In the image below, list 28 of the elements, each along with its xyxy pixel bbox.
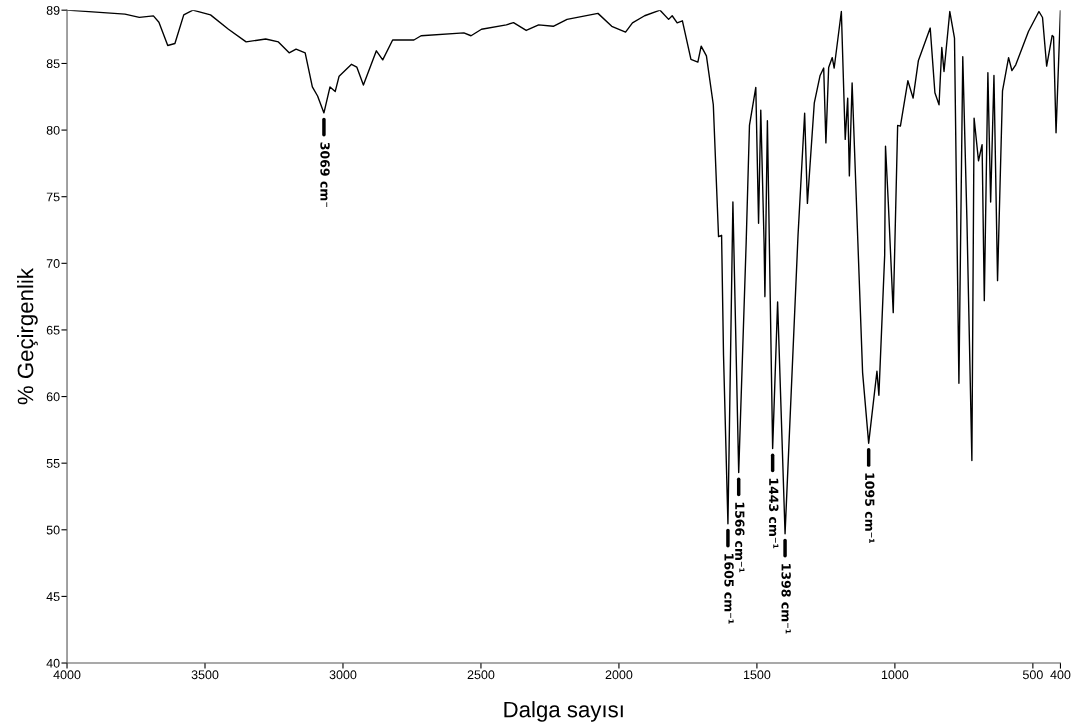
x-tick-label: 2000 xyxy=(605,670,633,680)
y-tick-label: 89 xyxy=(46,5,60,15)
y-tick-label: 55 xyxy=(46,459,60,468)
annotation: 1605 cm⁻¹ xyxy=(724,554,734,624)
x-tick-label: 2500 xyxy=(467,670,495,680)
y-tick-label: 85 xyxy=(46,59,60,69)
y-tick-label: 75 xyxy=(46,192,60,202)
x-tick-label: 1500 xyxy=(743,670,771,680)
y-tick-label: 60 xyxy=(46,392,60,402)
y-tick-label: 80 xyxy=(46,125,60,135)
y-tick-label: 65 xyxy=(46,325,60,335)
x-tick-label: 3000 xyxy=(329,670,357,680)
x-tick-label: 500 xyxy=(1022,670,1043,680)
y-tick-label: 70 xyxy=(46,259,60,268)
x-tick-label: 4000 xyxy=(53,670,81,680)
y-tick-label: 50 xyxy=(46,525,60,535)
x-axis-title: Dalga sayısı xyxy=(504,701,623,722)
annotation: 1566 cm⁻¹ xyxy=(735,502,745,573)
x-tick-label: 400 xyxy=(1050,670,1071,680)
y-tick-label: 45 xyxy=(46,592,60,602)
annotation: 3069 cm⁻ xyxy=(320,142,330,208)
x-tick-label: 3500 xyxy=(191,670,219,680)
y-tick-label: 40 xyxy=(46,658,60,668)
annotation: 1398 cm⁻¹ xyxy=(781,564,791,634)
y-axis-title: % Geçirgenlik xyxy=(17,268,38,405)
annotation: 1443 cm⁻¹ xyxy=(769,478,779,549)
x-tick-label: 1000 xyxy=(881,670,909,680)
annotation: 1095 cm⁻¹ xyxy=(865,473,875,544)
